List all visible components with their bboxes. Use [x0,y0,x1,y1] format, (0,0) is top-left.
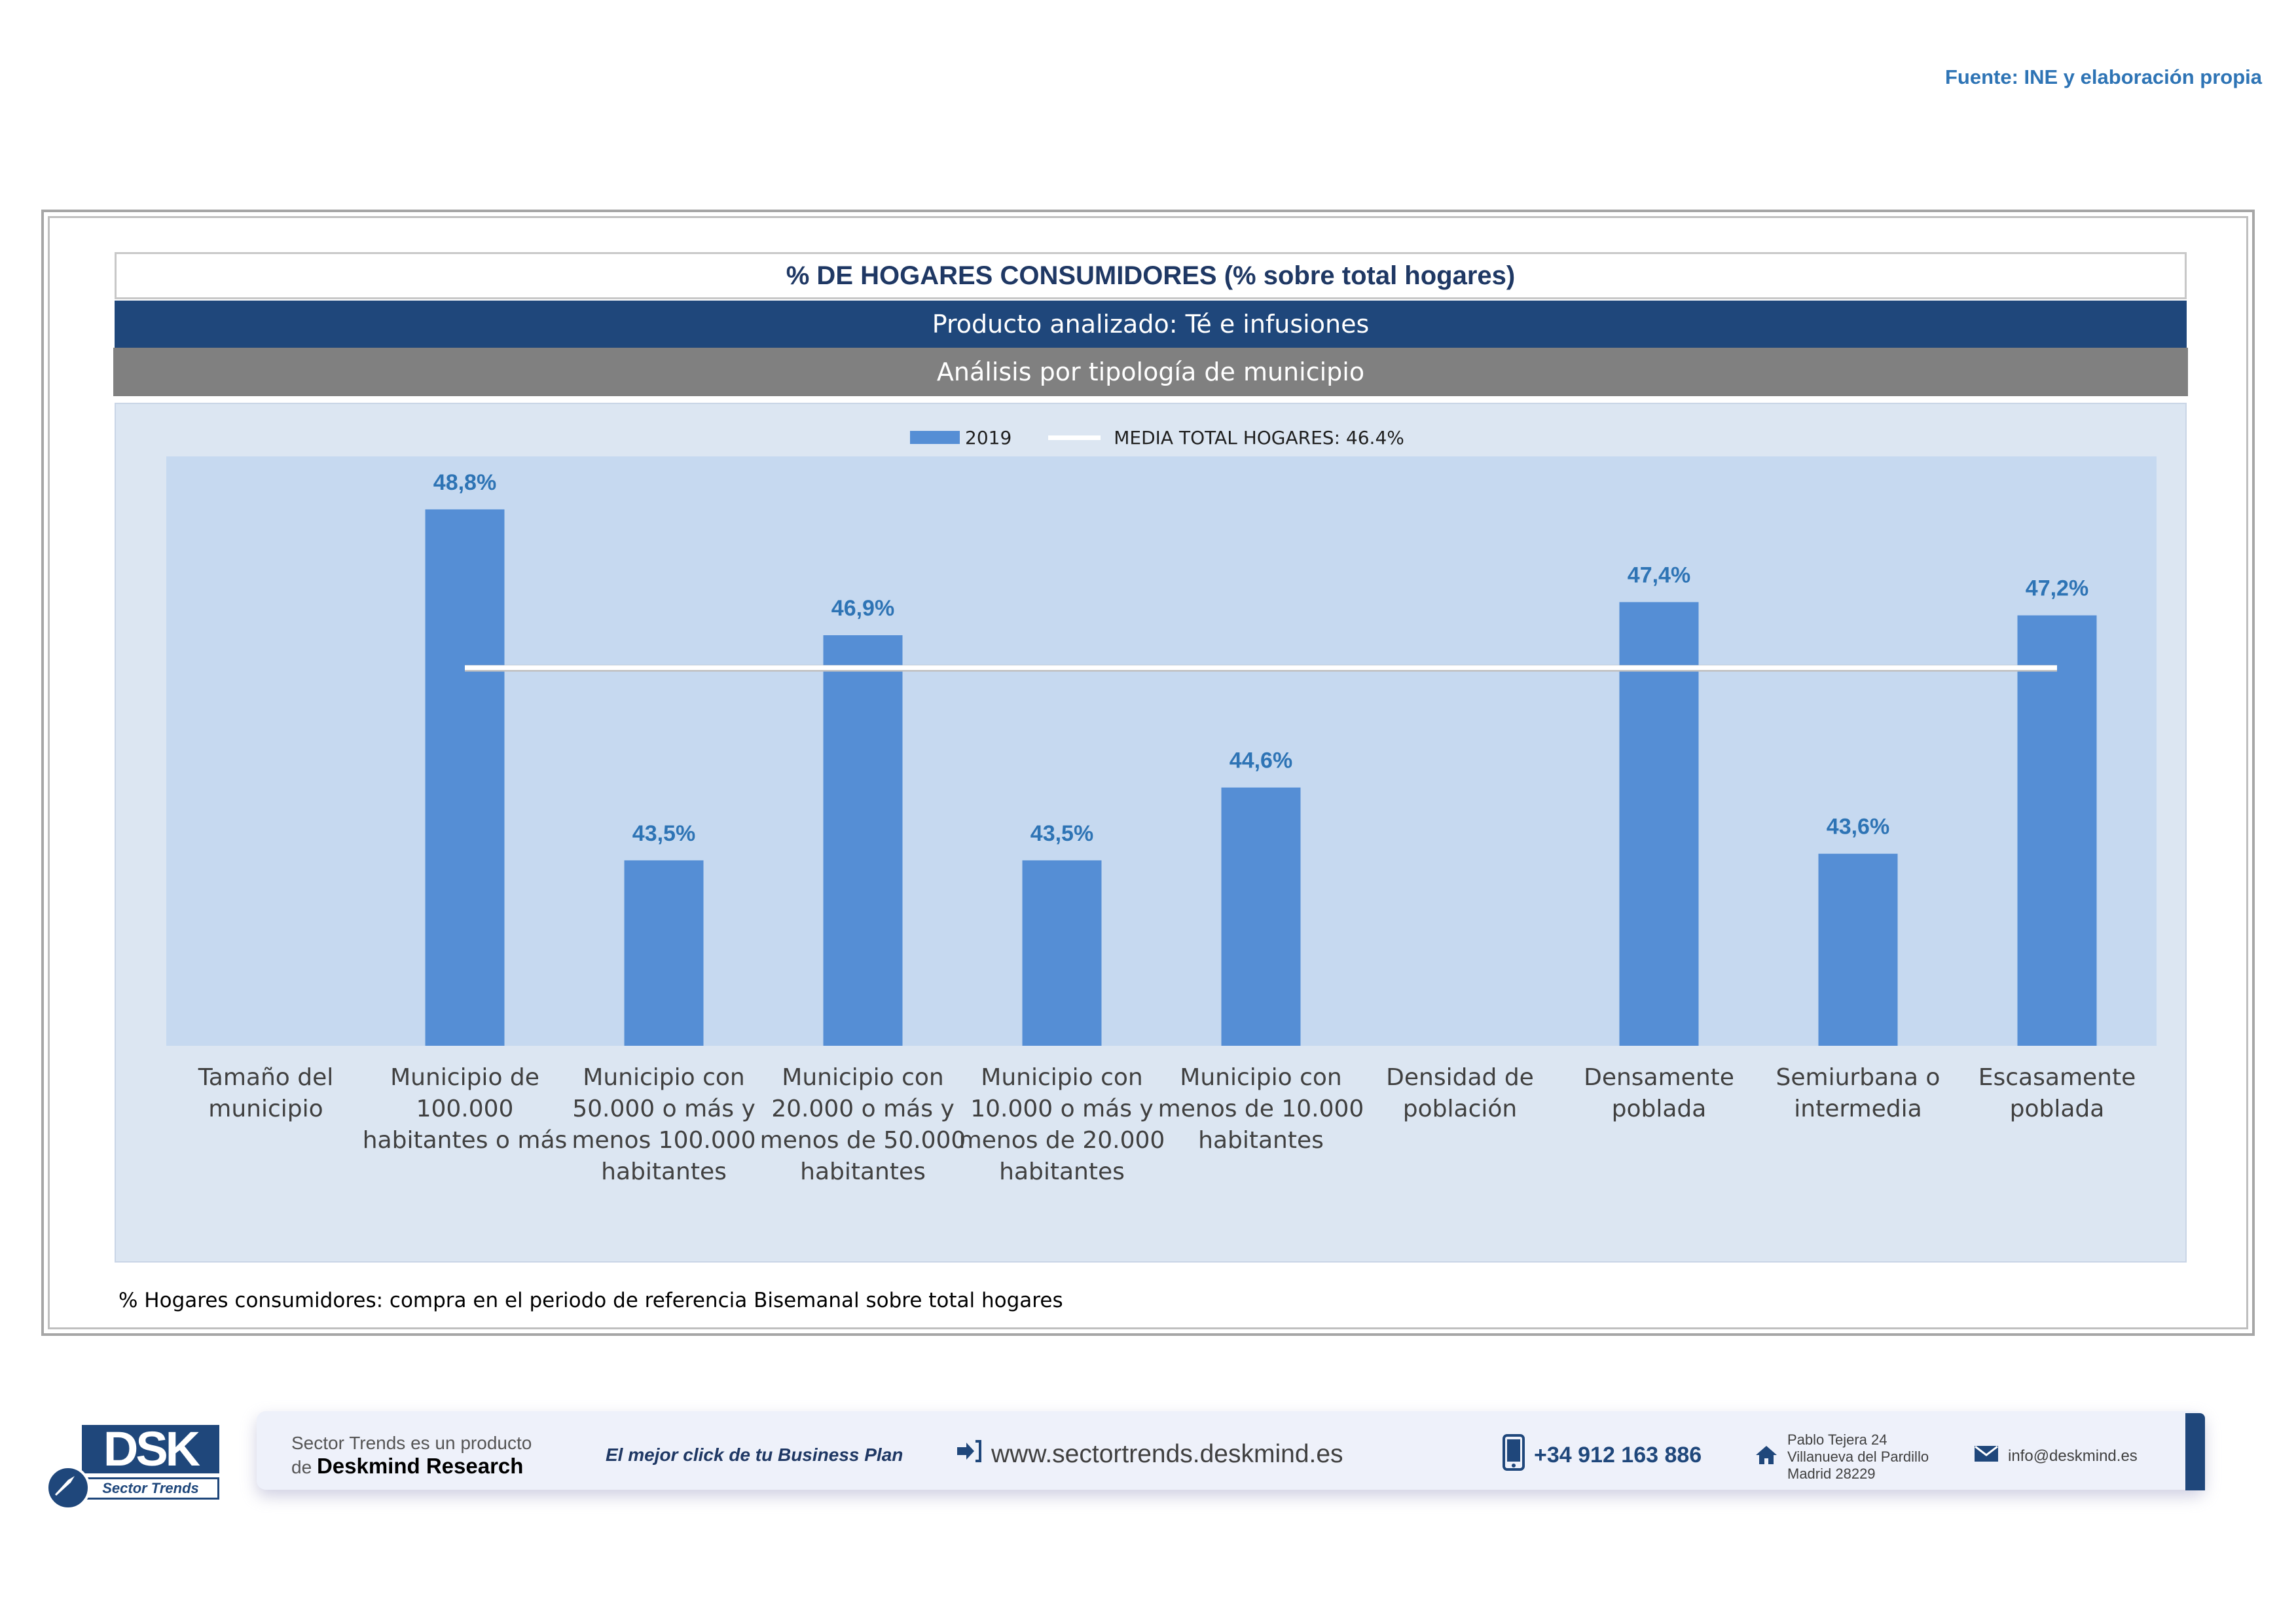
footer-email-link[interactable]: info@deskmind.es [1974,1445,2138,1467]
category-label-line: Municipio de [390,1064,539,1091]
bar-8 [1818,853,1898,1046]
logo-subtitle: Sector Trends [82,1477,219,1500]
bar-value-label-1: 48,8% [433,470,496,495]
category-label-line: menos de 20.000 [958,1127,1165,1154]
category-label-line: poblada [2009,1096,2105,1122]
footer-address: Pablo Tejera 24 Villanueva del Pardillo … [1755,1431,1929,1483]
category-label-line: Semiurbana o [1776,1064,1941,1091]
inner-frame [48,216,2248,1329]
category-label-4: Municipio con 10.000 o más y menos de 20.0… [957,1062,1167,1188]
footer-banner-stripe [2185,1413,2205,1490]
bar-9 [2017,615,2097,1046]
category-label-line: 50.000 o más y [572,1096,756,1122]
category-label-line: habitantes [800,1158,926,1185]
address-line3: Madrid 28229 [1787,1466,1876,1482]
category-label-line: habitantes o más [362,1127,568,1154]
logo-text: DSK [82,1425,219,1473]
footer-address-text: Pablo Tejera 24 Villanueva del Pardillo … [1787,1431,1929,1483]
category-label-line: Tamaño del [198,1064,334,1091]
source-note: Fuente: INE y elaboración propia [1944,65,2262,88]
legend-series-label: 2019 [965,426,1012,449]
outer-frame [41,210,2255,1336]
category-label-line: Escasamente [1978,1064,2136,1091]
bar-5 [1221,787,1301,1046]
chart-legend: 2019 MEDIA TOTAL HOGARES: 46.4% [910,426,1404,449]
category-label-6: Densidad de población [1355,1062,1565,1125]
category-label-line: población [1402,1096,1518,1122]
category-label-0: Tamaño del municipio [161,1062,371,1125]
bar-value-label-7: 47,4% [1628,563,1690,587]
footer-product-prefix: de [291,1457,312,1477]
bar-3 [823,635,903,1046]
bar-value-label-4: 43,5% [1030,821,1093,846]
legend-average-label: MEDIA TOTAL HOGARES: 46.4% [1114,426,1404,449]
legend-average-line [1048,435,1101,440]
mobile-phone-icon [1503,1434,1525,1477]
bar-value-label-9: 47,2% [2026,576,2088,601]
envelope-icon [1974,1445,1999,1467]
category-label-line: Municipio con [583,1064,745,1091]
bar-value-label-8: 43,6% [1827,815,1889,840]
category-label-line: habitantes [601,1158,727,1185]
category-label-line: menos de 50.000 [759,1127,966,1154]
category-label-line: habitantes [999,1158,1125,1185]
category-label-line: municipio [208,1096,323,1122]
footer-product-line2: de Deskmind Research [291,1454,523,1479]
address-line1: Pablo Tejera 24 [1787,1431,1887,1448]
category-label-2: Municipio con 50.000 o más y menos 100.000… [559,1062,769,1188]
category-label-3: Municipio con 20.000 o más y menos de 50.0… [758,1062,968,1188]
home-icon [1755,1445,1778,1469]
category-label-line: menos 100.000 [572,1127,756,1154]
category-label-line: Municipio con [782,1064,944,1091]
chart-title: % DE HOGARES CONSUMIDORES (% sobre total… [115,252,2187,299]
category-label-9: Escasamente poblada [1952,1062,2162,1125]
category-label-7: Densamente poblada [1554,1062,1764,1125]
bar-4 [1022,860,1102,1046]
category-label-line: intermedia [1794,1096,1922,1122]
footer-banner [257,1411,2204,1490]
category-label-line: Municipio con [1180,1064,1342,1091]
category-label-line: Densidad de [1386,1064,1534,1091]
footer-phone-text: +34 912 163 886 [1534,1443,1702,1467]
bar-7 [1619,602,1699,1046]
footer-website-link[interactable]: www.sectortrends.deskmind.es [956,1439,1343,1469]
category-label-line: habitantes [1198,1127,1324,1154]
bar-1 [425,509,505,1046]
dsk-logo: DSK Sector Trends [46,1425,223,1510]
arrow-login-icon [956,1439,982,1469]
category-label-line: Municipio con [981,1064,1143,1091]
legend-series-swatch [910,431,960,444]
address-line2: Villanueva del Pardillo [1787,1449,1929,1465]
category-label-5: Municipio con menos de 10.000 habitantes [1156,1062,1366,1156]
category-label-line: 100.000 [416,1096,514,1122]
category-label-line: poblada [1611,1096,1707,1122]
category-label-line: menos de 10.000 [1157,1096,1364,1122]
footer-phone[interactable]: +34 912 163 886 [1503,1434,1702,1477]
category-label-line: 20.000 o más y [771,1096,955,1122]
footer-product-brand: Deskmind Research [316,1454,524,1478]
bar-2 [624,860,704,1046]
footer-website-text: www.sectortrends.deskmind.es [991,1440,1343,1468]
category-label-8: Semiurbana o intermedia [1753,1062,1963,1125]
product-banner: Producto analizado: Té e infusiones [115,301,2187,348]
analysis-banner: Análisis por tipología de municipio [113,348,2188,396]
bar-value-label-2: 43,5% [632,821,695,846]
bar-value-label-3: 46,9% [831,596,894,621]
category-label-1: Municipio de 100.000 habitantes o más [360,1062,570,1156]
bar-value-label-5: 44,6% [1230,748,1292,773]
footer-slogan: El mejor click de tu Business Plan [606,1445,903,1465]
category-label-line: Densamente [1584,1064,1734,1091]
footnote: % Hogares consumidores: compra en el per… [118,1289,1063,1312]
footer-product-line1: Sector Trends es un producto [291,1433,532,1453]
footer-email-text: info@deskmind.es [2008,1447,2138,1465]
logo-rocket-icon [46,1466,90,1510]
category-label-line: 10.000 o más y [970,1096,1154,1122]
